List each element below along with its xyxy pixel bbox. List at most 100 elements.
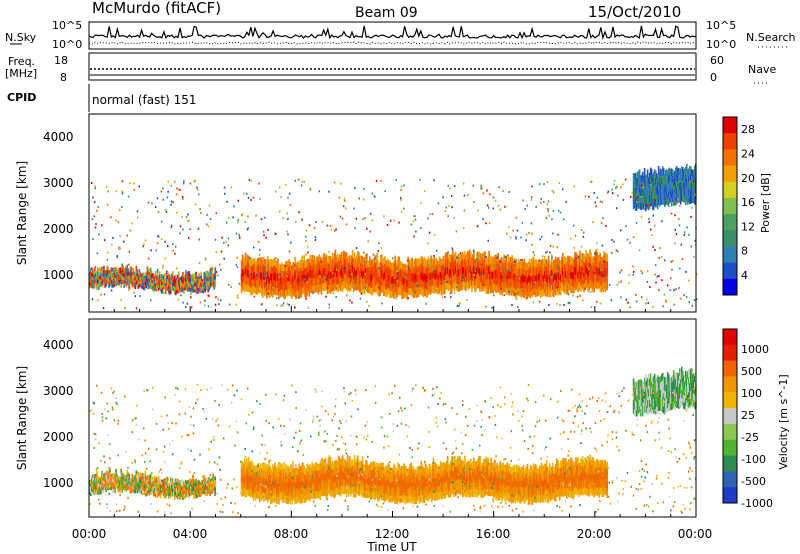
echo-cell: [100, 484, 102, 488]
echo-cell: [296, 488, 298, 495]
echo-cell: [301, 464, 303, 473]
echo-cell: [495, 277, 497, 286]
echo-cell: [568, 283, 570, 291]
echo-cell: [666, 198, 669, 206]
echo-cell: [139, 480, 142, 485]
echo-cell: [552, 274, 555, 283]
echo-scatter: [504, 256, 507, 259]
echo-cell: [114, 485, 116, 490]
echo-cell: [577, 271, 579, 279]
echo-cell: [97, 484, 99, 489]
echo-scatter: [514, 293, 516, 296]
echo-cell: [140, 273, 143, 277]
echo-cell: [354, 257, 357, 265]
echo-cell: [138, 283, 141, 288]
echo-cell: [599, 283, 602, 292]
echo-cell: [653, 169, 656, 177]
echo-cell: [266, 269, 268, 278]
echo-cell: [256, 272, 259, 281]
echo-cell: [144, 281, 147, 285]
echo-cell: [349, 258, 352, 266]
echo-cell: [592, 256, 594, 263]
echo-scatter: [208, 294, 211, 297]
echo-cell: [481, 277, 483, 285]
echo-scatter: [546, 250, 548, 253]
echo-cell: [487, 279, 489, 287]
echo-cell: [661, 166, 664, 174]
echo-cell: [313, 262, 316, 271]
echo-scatter: [162, 267, 164, 270]
echo-cell: [357, 267, 360, 276]
echo-cell: [438, 285, 441, 294]
echo-scatter: [117, 221, 120, 224]
echo-cell: [458, 257, 461, 265]
echo-cell: [394, 271, 396, 280]
echo-cell: [400, 281, 402, 289]
echo-scatter: [94, 265, 97, 268]
echo-scatter: [563, 304, 565, 307]
echo-cell: [255, 485, 258, 492]
echo-cell: [299, 290, 301, 299]
echo-cell: [303, 495, 305, 504]
echo-cell: [271, 266, 273, 274]
echo-cell: [320, 481, 323, 489]
echo-cell: [91, 275, 93, 279]
echo-cell: [279, 486, 281, 494]
echo-cell: [195, 278, 197, 283]
echo-cell: [312, 490, 315, 498]
echo-cell: [600, 285, 603, 293]
echo-cell: [467, 273, 469, 281]
echo-cell: [289, 282, 291, 290]
echo-cell: [296, 474, 298, 482]
echo-cell: [176, 287, 178, 291]
colorbar-tick: 12: [741, 220, 755, 233]
echo-cell: [99, 275, 101, 280]
echo-cell: [572, 271, 574, 279]
echo-cell: [324, 480, 327, 489]
echo-cell: [642, 175, 645, 183]
echo-cell: [445, 282, 448, 290]
echo-cell: [153, 282, 156, 286]
echo-cell: [645, 195, 648, 203]
echo-cell: [191, 482, 193, 486]
echo-cell: [470, 259, 472, 267]
echo-cell: [668, 189, 671, 197]
echo-scatter: [540, 201, 542, 204]
echo-cell: [153, 479, 156, 484]
echo-cell: [546, 269, 549, 277]
echo-cell: [387, 258, 389, 267]
echo-cell: [557, 280, 560, 288]
echo-cell: [177, 278, 179, 283]
echo-cell: [157, 287, 160, 291]
echo-scatter: [138, 185, 141, 188]
echo-cell: [271, 497, 273, 505]
echo-cell: [150, 491, 153, 495]
echo-cell: [128, 281, 131, 286]
echo-cell: [248, 285, 251, 293]
echo-scatter: [326, 224, 329, 227]
echo-scatter: [427, 217, 429, 220]
echo-cell: [313, 479, 316, 486]
echo-scatter: [128, 263, 130, 266]
echo-cell: [561, 283, 563, 291]
echo-scatter: [487, 206, 490, 209]
echo-cell: [291, 265, 293, 273]
echo-cell: [460, 254, 463, 262]
echo-cell: [287, 280, 289, 288]
echo-scatter: [410, 223, 413, 226]
echo-cell: [315, 263, 318, 271]
echo-cell: [122, 486, 124, 490]
echo-cell: [690, 196, 693, 204]
echo-cell: [676, 168, 679, 176]
echo-scatter: [508, 290, 510, 293]
echo-cell: [634, 180, 637, 189]
echo-cell: [186, 494, 188, 498]
echo-cell: [362, 484, 365, 492]
echo-cell: [190, 492, 192, 496]
echo-cell: [393, 261, 395, 269]
echo-cell: [107, 277, 109, 282]
echo-cell: [366, 260, 368, 269]
echo-cell: [292, 484, 294, 492]
echo-cell: [120, 271, 122, 275]
echo-cell: [668, 167, 671, 175]
